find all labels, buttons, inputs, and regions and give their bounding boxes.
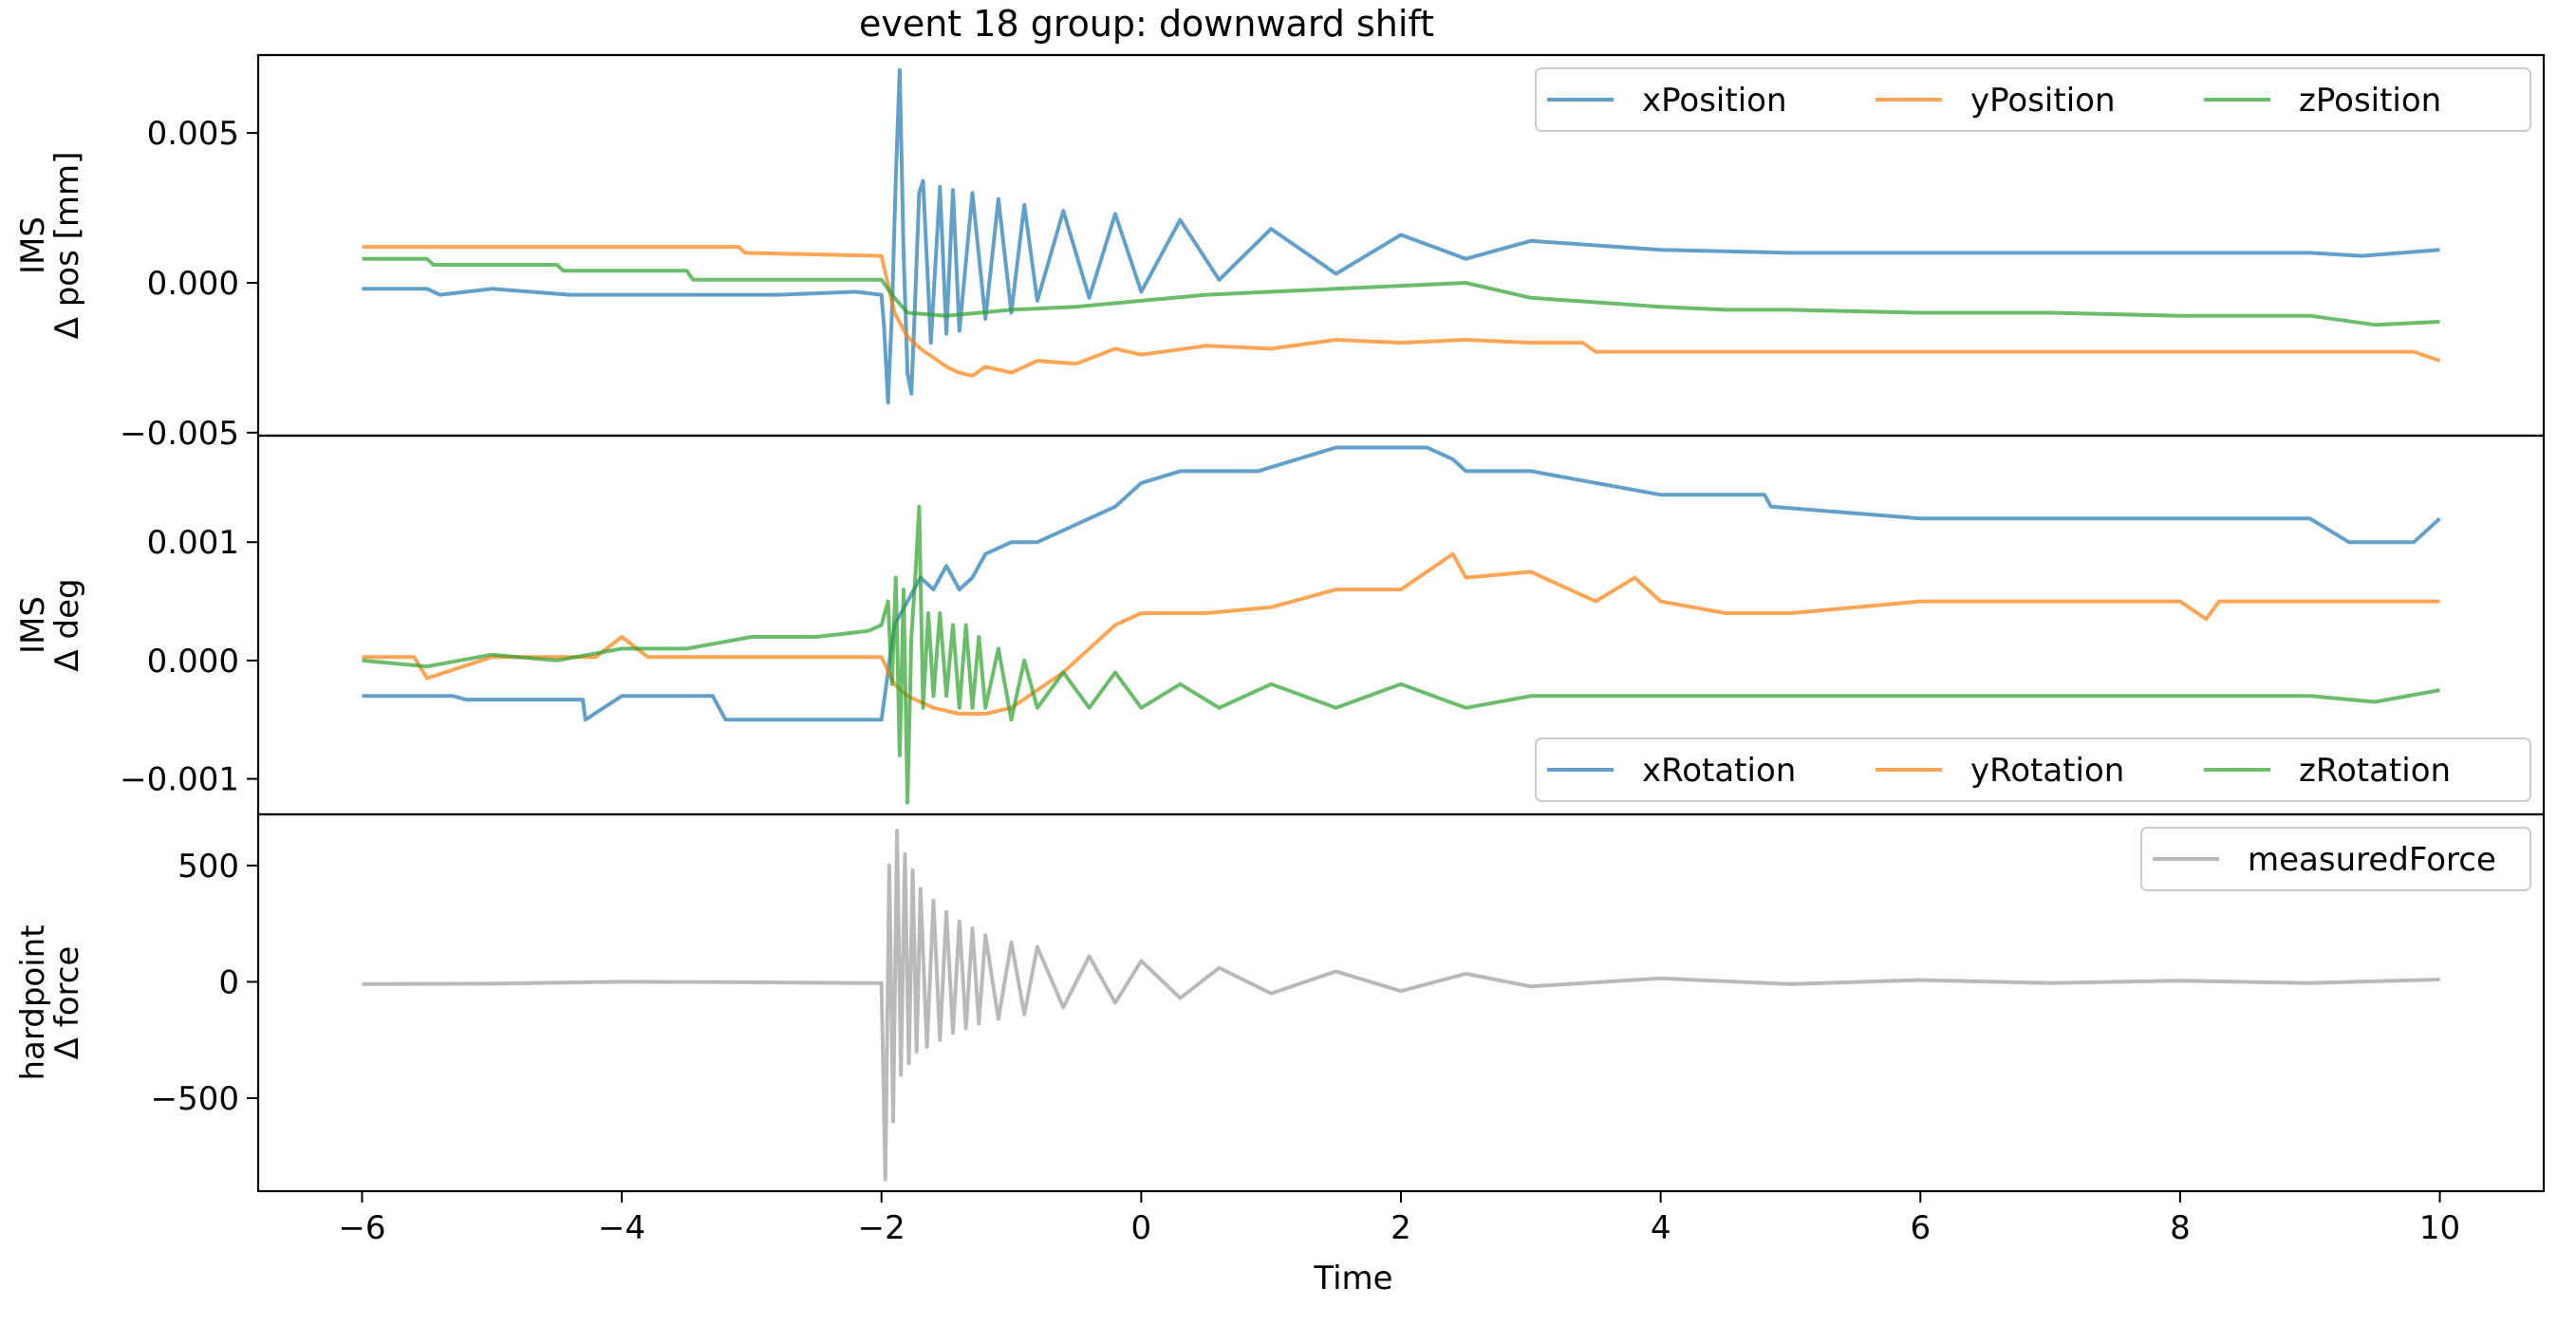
legend-label: yRotation [1970, 752, 2124, 790]
series-line-yRotation [362, 551, 2440, 716]
y-axis-label-line: Δ deg [48, 578, 86, 671]
y-tick-label: 0.001 [147, 524, 239, 562]
y-axis-label: IMSΔ deg [14, 578, 86, 671]
y-tick-label: −0.001 [120, 761, 239, 799]
legend-label: measuredForce [2248, 841, 2496, 879]
x-tick-label: 2 [1391, 1209, 1411, 1247]
x-tick-label: 10 [2419, 1209, 2460, 1247]
legend-label: yPosition [1970, 82, 2116, 120]
chart-title: event 18 group: downward shift [859, 3, 1434, 45]
y-axis-label: hardpointΔ force [14, 924, 86, 1080]
legend-box [1535, 67, 2531, 132]
panel-position: −0.005 0.000 0.005 IMSΔ pos [mm] xPosition yP… [14, 53, 2546, 453]
series-line-zRotation [362, 504, 2440, 805]
series-line-xRotation [362, 445, 2441, 722]
legend-label: xPosition [1642, 82, 1787, 120]
series-line-xPosition [362, 67, 2440, 405]
x-tick-label: −6 [338, 1209, 385, 1247]
x-axis-label: Time [1313, 1260, 1392, 1297]
y-axis-label-line: Δ force [48, 946, 86, 1060]
legend: xPosition yPosition zPosition [1535, 67, 2531, 132]
legend-label: xRotation [1642, 752, 1796, 790]
y-tick-label: −500 [151, 1080, 239, 1118]
legend-label: zPosition [2299, 82, 2441, 120]
panel-force: −500 0 500 hardpointΔ force measuredForce [14, 812, 2546, 1193]
x-tick-label: 8 [2170, 1209, 2191, 1247]
y-axis-label-line: IMS [14, 216, 52, 274]
legend-box [1535, 737, 2531, 802]
panel-rotation: −0.001 0.000 0.001 IMSΔ deg xRotation yRotati… [14, 434, 2546, 816]
y-tick-label: 0.000 [147, 643, 239, 681]
y-tick-label: 0.000 [147, 265, 239, 303]
series-line-zPosition [362, 256, 2440, 327]
y-axis-label-line: IMS [14, 596, 52, 654]
series-line-measuredForce [362, 829, 2440, 1182]
legend: measuredForce [2140, 827, 2531, 891]
y-axis-label-line: Δ pos [mm] [48, 152, 86, 340]
x-tick-label: 4 [1651, 1209, 1671, 1247]
y-tick-label: −0.005 [120, 415, 239, 453]
series-line-yPosition [362, 245, 2441, 378]
y-tick-label: 500 [177, 848, 239, 886]
y-tick-label: 0.005 [147, 115, 239, 153]
x-axis: −6 −4 −2 0 2 4 6 8 10 [338, 1191, 2460, 1247]
x-tick-label: −4 [598, 1209, 645, 1247]
y-axis-label: IMSΔ pos [mm] [14, 152, 86, 340]
x-tick-label: 0 [1131, 1209, 1152, 1247]
x-tick-label: 6 [1910, 1209, 1931, 1247]
y-tick-label: 0 [218, 963, 239, 1001]
x-tick-label: −2 [858, 1209, 905, 1247]
legend-label: zRotation [2299, 752, 2451, 790]
legend: xRotation yRotation zRotation [1535, 737, 2531, 802]
legend-box [2140, 827, 2531, 891]
y-axis-label-line: hardpoint [14, 924, 52, 1080]
